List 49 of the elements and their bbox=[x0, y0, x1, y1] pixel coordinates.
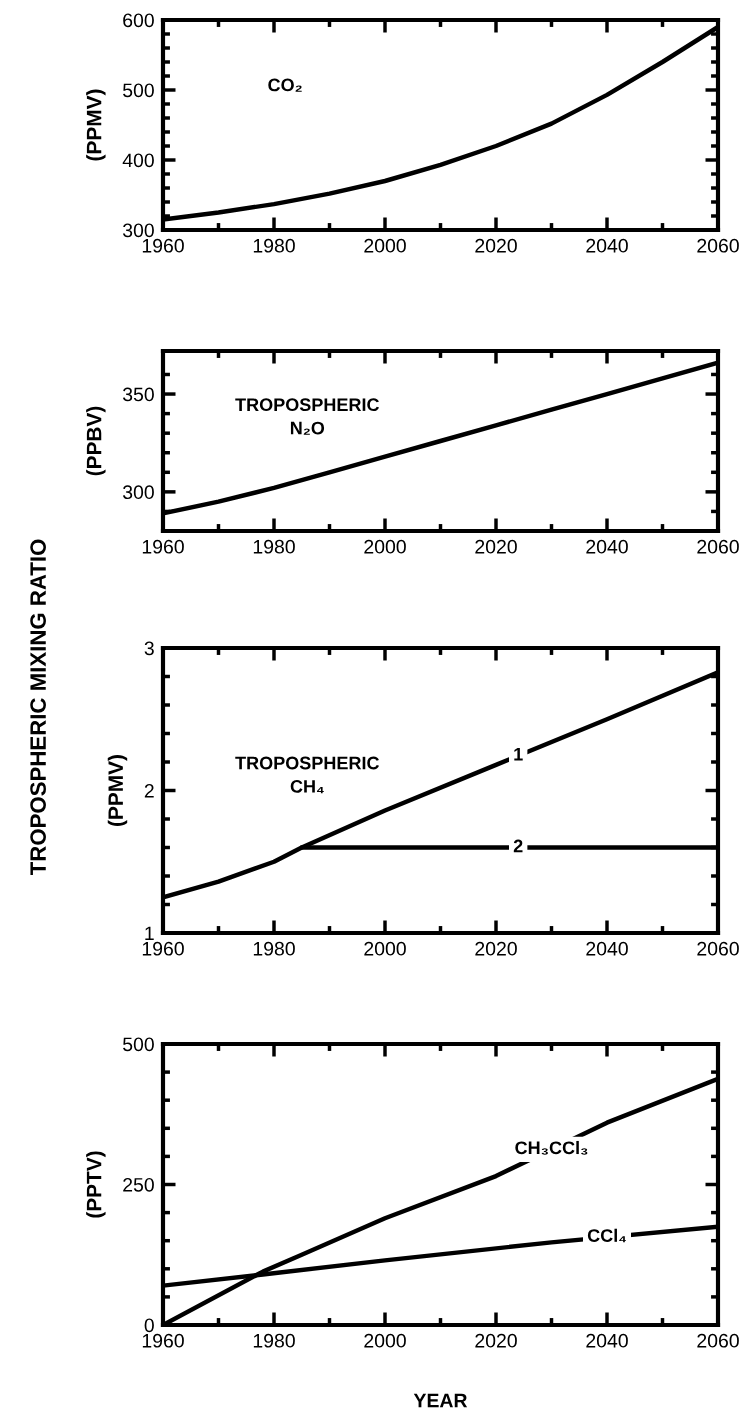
x-tick-label: 2020 bbox=[475, 238, 517, 253]
x-tick-label: 2020 bbox=[475, 539, 517, 554]
y-tick-label: 350 bbox=[122, 387, 154, 402]
text: TROPOSPHERIC MIXING RATIO bbox=[30, 539, 46, 876]
y-tick-label: 250 bbox=[123, 1177, 154, 1192]
y-tick-label: 400 bbox=[122, 153, 154, 168]
x-tick-label: 2000 bbox=[364, 539, 406, 554]
y-tick-label: 1 bbox=[145, 926, 154, 941]
x-tick-label: 2020 bbox=[475, 1333, 517, 1348]
annotation: TROPOSPHERIC CH₄ bbox=[235, 756, 380, 794]
x-tick-label: 2000 bbox=[364, 238, 406, 253]
x-axis-title: YEAR bbox=[413, 1393, 468, 1408]
y-axis-title: (PPBV) bbox=[86, 406, 106, 476]
x-tick-label: 2060 bbox=[697, 238, 739, 253]
y-tick-label: 300 bbox=[122, 223, 154, 238]
y-tick-label: 300 bbox=[122, 485, 154, 500]
y-tick-label: 2 bbox=[144, 783, 154, 798]
x-tick-label: 2040 bbox=[586, 941, 628, 956]
series-label: 2 bbox=[513, 839, 523, 853]
x-tick-label: 1980 bbox=[253, 1333, 295, 1348]
y-tick-label: 500 bbox=[123, 83, 154, 98]
text: CO₂ bbox=[268, 78, 302, 92]
y-tick-label: 3 bbox=[144, 641, 154, 656]
series-label: 1 bbox=[514, 747, 523, 761]
x-tick-label: 1980 bbox=[253, 941, 295, 956]
series-label: CCl₄ bbox=[587, 1228, 626, 1243]
x-tick-label: 2040 bbox=[586, 1333, 628, 1348]
series-label: TROPOSPHERIC N₂O bbox=[235, 398, 380, 435]
x-tick-label: 1960 bbox=[142, 238, 184, 253]
x-tick-label: 1980 bbox=[253, 539, 295, 554]
y-tick-label: 500 bbox=[123, 1037, 154, 1052]
y-axis-title: (PPMV) bbox=[107, 755, 128, 826]
x-tick-label: 1960 bbox=[142, 941, 184, 956]
y-tick-label: 0 bbox=[144, 1318, 154, 1333]
x-tick-label: 2020 bbox=[475, 941, 517, 956]
x-tick-label: 2000 bbox=[364, 1333, 406, 1348]
x-tick-label: 2060 bbox=[697, 941, 739, 956]
y-axis-title: (PPMV) bbox=[86, 89, 106, 161]
x-tick-label: 2000 bbox=[364, 941, 406, 956]
x-tick-label: 1960 bbox=[142, 1333, 184, 1348]
x-tick-label: 1960 bbox=[142, 539, 184, 554]
x-tick-label: 2060 bbox=[697, 1333, 739, 1348]
y-tick-label: 600 bbox=[123, 13, 154, 28]
x-tick-label: 2060 bbox=[697, 539, 739, 554]
x-tick-label: 1980 bbox=[253, 238, 295, 253]
series-label: CH₃CCl₃ bbox=[515, 1140, 588, 1155]
x-tick-label: 2040 bbox=[586, 539, 628, 554]
x-tick-label: 2040 bbox=[586, 238, 628, 253]
y-axis-title: (PPTV) bbox=[86, 1151, 106, 1218]
